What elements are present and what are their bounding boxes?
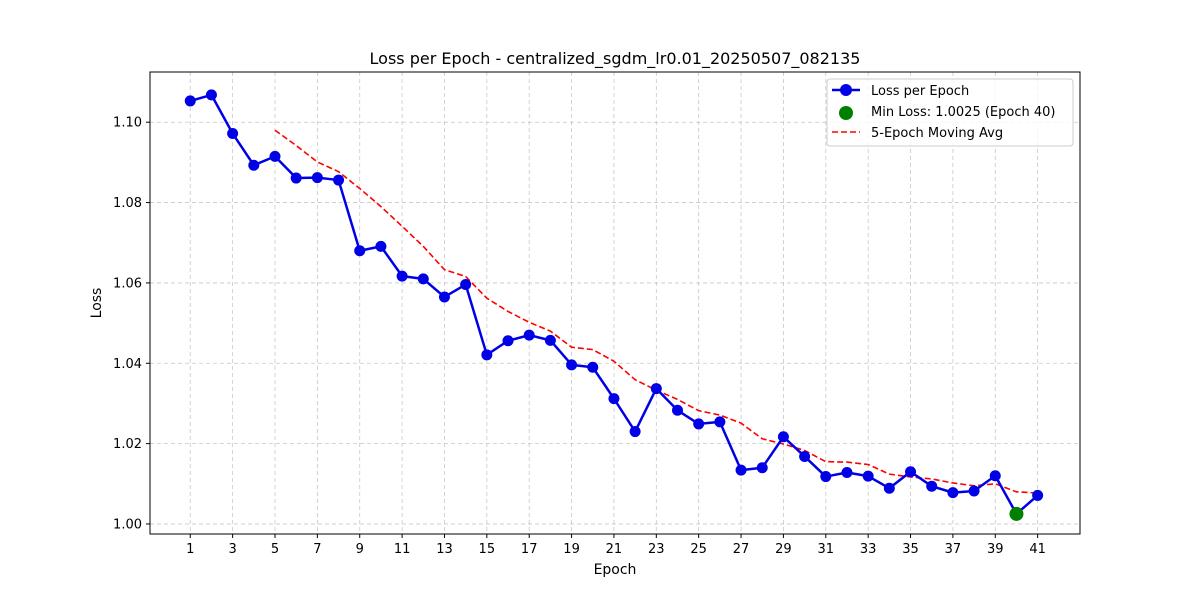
x-tick-label-19: 39 [987, 542, 1004, 557]
loss-point-epoch-5 [269, 150, 281, 162]
y-tick-label-4: 1.08 [113, 196, 142, 211]
x-tick-label-9: 19 [563, 542, 580, 557]
y-axis-ticks: 1.00 1.02 1.04 1.06 1.08 1.10 [113, 116, 150, 532]
min-loss-point [1009, 506, 1024, 521]
loss-point-epoch-34 [883, 482, 895, 494]
loss-point-epoch-2 [205, 89, 217, 101]
loss-point-epoch-27 [735, 464, 747, 476]
loss-point-epoch-4 [248, 159, 260, 171]
legend-label-loss: Loss per Epoch [871, 84, 969, 99]
x-tick-label-5: 11 [394, 542, 411, 557]
y-tick-label-0: 1.00 [113, 517, 142, 532]
loss-point-epoch-39 [989, 470, 1001, 482]
x-tick-label-8: 17 [521, 542, 538, 557]
x-tick-label-11: 23 [648, 542, 665, 557]
loss-point-epoch-18 [544, 334, 556, 346]
loss-point-epoch-26 [714, 416, 726, 428]
legend-label-min-loss: Min Loss: 1.0025 (Epoch 40) [871, 105, 1055, 120]
loss-point-epoch-31 [820, 471, 832, 483]
loss-point-epoch-17 [523, 329, 535, 341]
grid [150, 72, 1080, 534]
loss-point-epoch-19 [566, 359, 578, 371]
loss-point-epoch-10 [375, 240, 387, 252]
loss-point-epoch-37 [947, 487, 959, 499]
y-tick-label-5: 1.10 [113, 116, 142, 131]
x-tick-label-1: 3 [228, 542, 236, 557]
legend: Loss per Epoch Min Loss: 1.0025 (Epoch 4… [826, 78, 1074, 147]
loss-point-epoch-16 [502, 335, 514, 347]
loss-point-epoch-30 [799, 450, 811, 462]
legend-label-moving-avg: 5-Epoch Moving Avg [871, 126, 1003, 141]
x-tick-label-3: 7 [313, 542, 321, 557]
y-tick-label-1: 1.02 [113, 437, 142, 452]
loss-point-epoch-29 [777, 431, 789, 443]
loss-point-epoch-22 [629, 426, 641, 438]
plot-frame [149, 71, 1081, 535]
loss-point-epoch-38 [968, 485, 980, 497]
x-tick-label-0: 1 [186, 542, 194, 557]
loss-point-epoch-24 [671, 404, 683, 416]
x-tick-label-17: 35 [902, 542, 919, 557]
loss-point-epoch-41 [1032, 489, 1044, 501]
x-tick-label-18: 37 [945, 542, 962, 557]
legend-swatch-loss-marker [840, 84, 852, 96]
loss-point-epoch-15 [481, 349, 493, 361]
x-tick-label-12: 25 [690, 542, 707, 557]
y-tick-label-2: 1.04 [113, 357, 142, 372]
chart-title: Loss per Epoch - centralized_sgdm_lr0.01… [370, 49, 861, 69]
legend-swatch-min-loss [839, 106, 853, 120]
loss-point-epoch-11 [396, 270, 408, 282]
x-tick-label-20: 41 [1029, 542, 1046, 557]
legend-box [826, 78, 1074, 147]
x-tick-label-6: 13 [436, 542, 453, 557]
x-tick-label-16: 33 [860, 542, 877, 557]
min-loss-series [1009, 506, 1024, 521]
y-tick-label-3: 1.06 [113, 276, 142, 291]
loss-point-epoch-3 [227, 127, 239, 139]
x-axis-ticks: 1 3 5 7 9 11 13 15 17 19 21 23 25 27 29 31 33 35 37 39 41 [186, 534, 1046, 557]
loss-point-epoch-1 [184, 95, 196, 107]
x-tick-label-14: 29 [775, 542, 792, 557]
x-tick-label-15: 31 [818, 542, 835, 557]
loss-point-epoch-21 [608, 393, 620, 405]
loss-point-epoch-6 [290, 172, 302, 184]
loss-point-epoch-23 [650, 383, 662, 395]
x-tick-label-2: 5 [271, 542, 279, 557]
loss-point-epoch-32 [841, 467, 853, 479]
loss-point-epoch-33 [862, 470, 874, 482]
x-tick-label-4: 9 [356, 542, 364, 557]
loss-point-epoch-20 [587, 361, 599, 373]
x-tick-label-10: 21 [606, 542, 623, 557]
loss-point-epoch-28 [756, 462, 768, 474]
loss-point-epoch-13 [438, 291, 450, 303]
y-axis-title: Loss [89, 288, 105, 319]
x-tick-label-7: 15 [479, 542, 496, 557]
x-tick-label-13: 27 [733, 542, 750, 557]
loss-point-epoch-36 [926, 480, 938, 492]
loss-point-epoch-8 [333, 174, 345, 186]
loss-point-epoch-25 [693, 418, 705, 430]
loss-point-epoch-35 [905, 466, 917, 478]
x-axis-title: Epoch [594, 562, 637, 578]
loss-point-epoch-12 [417, 273, 429, 285]
loss-point-epoch-9 [354, 245, 366, 257]
loss-point-epoch-14 [460, 279, 472, 291]
loss-point-epoch-7 [311, 172, 323, 184]
